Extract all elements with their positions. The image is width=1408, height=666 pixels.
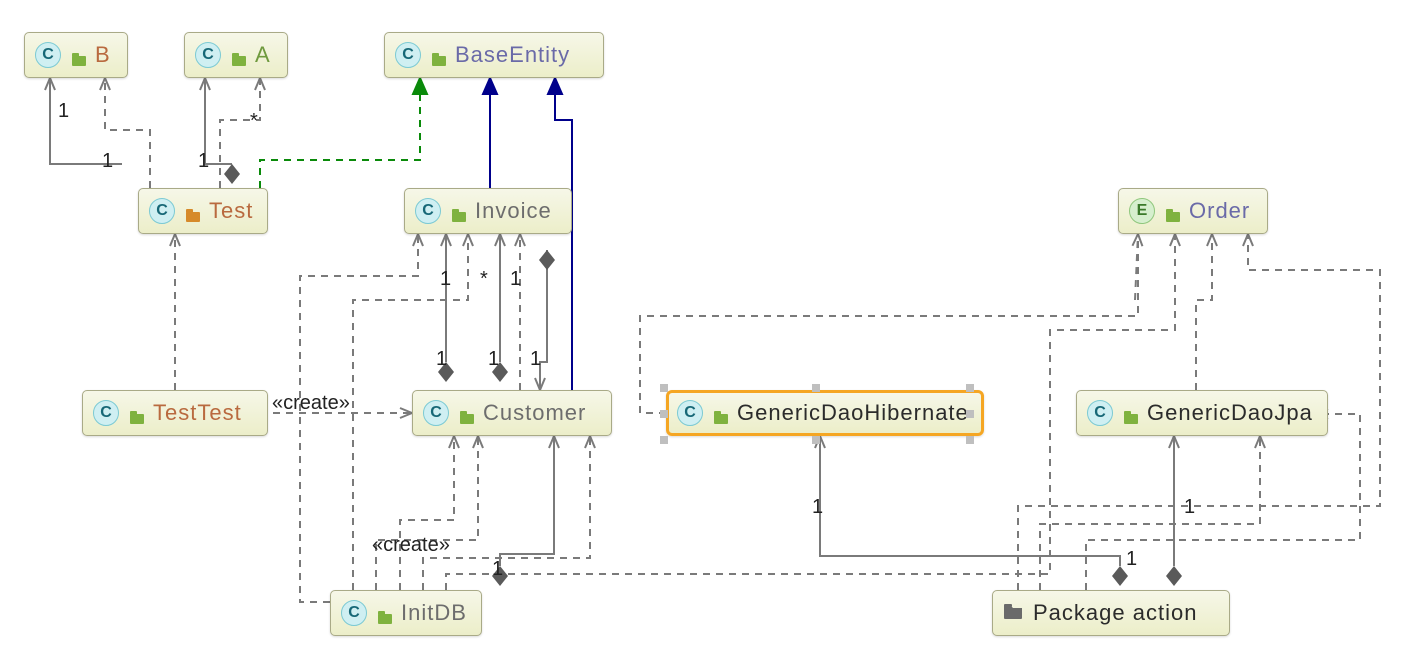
edge-label-l7: 1 (510, 268, 521, 291)
edge-label-l11: «create» (272, 392, 350, 415)
class-badge-icon: C (423, 400, 449, 426)
class-badge-icon: C (195, 42, 221, 68)
node-label: B (95, 42, 111, 68)
node-BaseEntity[interactable]: C BaseEntity (384, 32, 604, 78)
node-Test[interactable]: C Test (138, 188, 268, 234)
node-GDJ[interactable]: C GenericDaoJpa (1076, 390, 1328, 436)
node-Order[interactable]: E Order (1118, 188, 1268, 234)
package-icon (1165, 204, 1179, 218)
edge-label-l14: 1 (812, 496, 823, 519)
class-badge-icon: C (93, 400, 119, 426)
selection-handle-2[interactable] (966, 384, 974, 392)
edge-e20 (640, 234, 1138, 413)
edge-label-l9: 1 (488, 348, 499, 371)
edge-label-l6: * (480, 268, 488, 291)
links-layer (0, 0, 1408, 666)
package-icon (71, 48, 85, 62)
node-Invoice[interactable]: C Invoice (404, 188, 572, 234)
diamond-e3 (224, 164, 240, 184)
edge-label-l8: 1 (436, 348, 447, 371)
edge-label-l3: 1 (198, 150, 209, 173)
node-A[interactable]: CA (184, 32, 288, 78)
edge-e24 (820, 436, 1120, 566)
node-label: Test (209, 198, 253, 224)
selection-handle-3[interactable] (660, 410, 668, 418)
node-TestTest[interactable]: C TestTest (82, 390, 268, 436)
node-Pkg[interactable]: Package action (992, 590, 1230, 636)
edge-e4 (220, 78, 260, 188)
class-badge-icon: C (35, 42, 61, 68)
edge-label-l4: * (250, 110, 258, 133)
class-badge-icon: C (415, 198, 441, 224)
package-icon (1123, 406, 1137, 420)
node-label: InitDB (401, 600, 467, 626)
diamond-e25 (1166, 566, 1182, 586)
folder-icon (1003, 600, 1023, 626)
class-badge-icon: C (341, 600, 367, 626)
node-B[interactable]: CB (24, 32, 128, 78)
edge-label-l16: 1 (1126, 548, 1137, 571)
selection-handle-5[interactable] (660, 436, 668, 444)
node-label: Package action (1033, 600, 1197, 626)
node-label: A (255, 42, 271, 68)
node-label: GenericDaoJpa (1147, 400, 1313, 426)
edge-label-l2: 1 (102, 150, 113, 173)
edge-label-l13: 1 (492, 558, 503, 581)
node-label: TestTest (153, 400, 242, 426)
edge-e17 (376, 436, 478, 590)
edge-e7 (555, 78, 572, 390)
node-GDH[interactable]: C GenericDaoHibernate (666, 390, 984, 436)
node-label: Order (1189, 198, 1250, 224)
edge-e5 (260, 78, 420, 188)
diamond-e14 (539, 250, 555, 270)
node-label: Customer (483, 400, 586, 426)
selection-handle-4[interactable] (966, 410, 974, 418)
node-label: BaseEntity (455, 42, 570, 68)
edge-e22 (1196, 234, 1212, 390)
selection-handle-6[interactable] (812, 436, 820, 444)
package-icon (377, 606, 391, 620)
selection-handle-7[interactable] (966, 436, 974, 444)
edge-e20b (1135, 234, 1138, 300)
edge-e26 (1040, 436, 1260, 590)
node-label: Invoice (475, 198, 552, 224)
package-icon (231, 48, 245, 62)
class-badge-icon: C (395, 42, 421, 68)
edge-label-l12: «create» (372, 534, 450, 557)
edge-label-l15: 1 (1184, 496, 1195, 519)
enum-badge-icon: E (1129, 198, 1155, 224)
edge-label-l10: 1 (530, 348, 541, 371)
class-badge-icon: C (677, 400, 703, 426)
package-icon (459, 406, 473, 420)
node-label: GenericDaoHibernate (737, 400, 969, 426)
package-icon (129, 406, 143, 420)
node-Customer[interactable]: C Customer (412, 390, 612, 436)
class-badge-icon: C (1087, 400, 1113, 426)
edge-e18 (500, 436, 554, 566)
package-icon (713, 406, 727, 420)
selection-handle-0[interactable] (660, 384, 668, 392)
package-icon (431, 48, 445, 62)
diagram-canvas: CBCACBaseEntityCTestCInvoiceEOrderCTestT… (0, 0, 1408, 666)
edge-label-l5: 1 (440, 268, 451, 291)
edge-e16 (400, 436, 454, 590)
package-icon (451, 204, 465, 218)
edge-e19 (423, 436, 590, 590)
selection-handle-1[interactable] (812, 384, 820, 392)
class-badge-icon: C (149, 198, 175, 224)
package-icon (185, 204, 199, 218)
edge-label-l1: 1 (58, 100, 69, 123)
node-InitDB[interactable]: C InitDB (330, 590, 482, 636)
